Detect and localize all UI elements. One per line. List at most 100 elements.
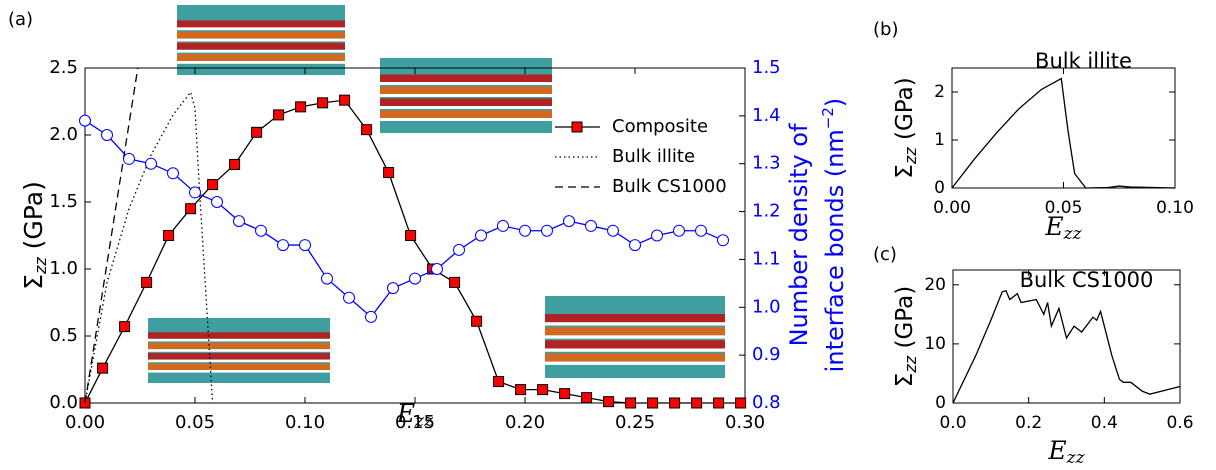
y-axis-label-symbol: Σ [19, 274, 48, 290]
x-axis-label-symbol: E [396, 399, 415, 428]
data-point [79, 114, 91, 127]
x-axis-label: Ezz [396, 399, 434, 431]
panel-label: (a) [8, 9, 33, 30]
y2-tick-label: 1.5 [752, 57, 781, 78]
data-point [607, 224, 619, 237]
data-point [405, 230, 417, 241]
x-tick-label: 0.4 [1091, 413, 1118, 433]
data-point [207, 179, 219, 191]
data-point [167, 167, 179, 180]
snapshot-gap [148, 370, 330, 373]
x-tick-label: 0.10 [285, 412, 325, 433]
snapshot-gap [177, 49, 345, 53]
snapshot-gap [545, 361, 725, 365]
data-point [449, 276, 461, 288]
legend-marker [571, 121, 583, 133]
y-axis-label: Σzz (GPa) [892, 77, 920, 178]
data-point [497, 219, 509, 232]
data-point [343, 291, 355, 304]
data-point [229, 158, 241, 170]
data-point [717, 234, 729, 247]
data-point [365, 310, 377, 323]
x-axis-label: Ezz [1047, 436, 1085, 468]
data-point [691, 397, 703, 409]
x-tick-label: 0.30 [725, 412, 765, 433]
y2-tick-label: 0.8 [752, 392, 781, 413]
snapshot-gap [177, 27, 345, 31]
snapshot-stripe [380, 110, 552, 118]
y2-axis-label-close: ) [821, 98, 849, 107]
x-axis-label-sub: zz [414, 411, 434, 431]
y2-axis-label-sup: −2 [819, 107, 837, 129]
snapshot-gap [545, 348, 725, 352]
x-axis-label-sub: zz [1063, 224, 1083, 244]
snapshot-stripe [545, 314, 725, 323]
y-axis-label-unit: (GPa) [19, 181, 48, 257]
y-tick-label: 0.5 [49, 325, 78, 346]
snapshot-stripe [545, 327, 725, 336]
snapshot-gap [545, 322, 725, 326]
snapshot-image [380, 58, 552, 133]
legend-label: Composite [612, 116, 708, 137]
series-line [952, 289, 1181, 404]
snapshot-stripe [148, 353, 330, 360]
y-axis-label-symbol: Σ [892, 373, 918, 388]
y2-axis-label-text: interface bonds (nm [821, 129, 849, 372]
y2-axis-label: Number density of [785, 123, 813, 346]
chart-title: Bulk illite [1035, 49, 1132, 73]
y-tick-label: 1.5 [49, 191, 78, 212]
data-point [625, 397, 637, 409]
data-point [471, 315, 483, 327]
data-point [651, 229, 663, 242]
data-point [361, 124, 373, 136]
y-tick-label: 10 [924, 334, 946, 354]
snapshot-stripe [148, 332, 330, 339]
snapshot-image [545, 296, 725, 378]
x-axis-label-sub: zz [1066, 448, 1086, 468]
y-axis-label-sub: zz [31, 257, 50, 275]
y-axis-label-sub: zz [901, 355, 920, 373]
data-point [585, 219, 597, 232]
y-axis-label-unit: (GPa) [892, 286, 918, 356]
data-point [541, 224, 553, 237]
y2-tick-label: 0.9 [752, 344, 781, 365]
y2-axis-label-text: Number density of [785, 123, 813, 346]
y-tick-label: 20 [924, 275, 946, 295]
snapshot-gap [177, 61, 345, 64]
y-tick-label: 2 [934, 82, 945, 102]
data-point [563, 215, 575, 228]
legend-label: Bulk CS1000 [612, 176, 727, 197]
data-point [273, 109, 285, 121]
series-line [84, 90, 214, 404]
data-point [515, 384, 527, 396]
x-tick-label: 0.20 [505, 412, 545, 433]
x-axis-label: Ezz [1044, 212, 1082, 244]
data-point [251, 126, 263, 138]
panel-label: (c) [873, 244, 897, 265]
y2-axis-label: interface bonds (nm−2) [819, 98, 850, 373]
y2-tick-label: 1.3 [752, 153, 781, 174]
data-point [277, 239, 289, 252]
data-point [123, 152, 135, 165]
snapshot-gap [380, 118, 552, 121]
axes-frame [951, 67, 1176, 189]
data-point [559, 388, 571, 400]
series-line [84, 67, 139, 404]
data-point [695, 224, 707, 237]
data-point [453, 243, 465, 256]
data-point [735, 397, 747, 409]
y-axis-label-unit: (GPa) [892, 77, 918, 147]
snapshot-gap [148, 359, 330, 363]
y-tick-label: 2.0 [49, 124, 78, 145]
x-axis-label-symbol: E [1047, 436, 1066, 465]
data-point [211, 196, 223, 208]
data-point [713, 397, 725, 409]
y2-tick-label: 1.4 [752, 105, 781, 126]
data-point [145, 157, 157, 170]
y-tick-label: 0 [934, 178, 945, 198]
data-point [519, 224, 531, 237]
x-axis-label-symbol: E [1044, 212, 1063, 241]
snapshot-image [177, 5, 345, 75]
y2-tick-label: 1.0 [752, 296, 781, 317]
snapshot-gap [545, 335, 725, 339]
